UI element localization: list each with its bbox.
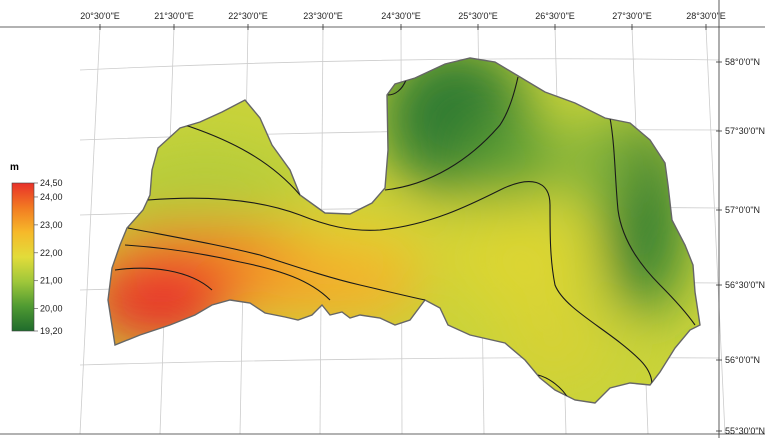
latitude-tick-label: 57°30'0"N xyxy=(725,126,765,136)
longitude-tick-label: 27°30'0"E xyxy=(612,11,652,21)
legend-title: m xyxy=(10,162,19,173)
contour-line xyxy=(114,267,213,291)
legend-label: 19,20 xyxy=(40,326,63,336)
contour-line xyxy=(387,79,407,96)
legend-labels: 24,50 24,00 23,00 22,00 21,00 20,00 19,20 xyxy=(34,178,63,336)
legend-label: 24,50 xyxy=(40,178,63,188)
contour-line xyxy=(147,181,653,386)
legend-label: 20,00 xyxy=(40,304,63,314)
legend-color-ramp xyxy=(11,182,35,332)
elevation-surface xyxy=(108,58,700,403)
longitude-tick-label: 22°30'0"E xyxy=(228,11,268,21)
longitude-tick-label: 20°30'0"E xyxy=(80,11,120,21)
contour-line xyxy=(537,374,569,399)
longitude-tick-label: 21°30'0"E xyxy=(154,11,194,21)
contour-line xyxy=(609,117,696,326)
latitude-ticks: 58°0'0"N 57°30'0"N 57°0'0"N 56°30'0"N 56°0'0… xyxy=(716,57,765,436)
latitude-tick-label: 57°0'0"N xyxy=(725,205,760,215)
contour-line xyxy=(184,124,301,196)
longitude-tick-label: 26°30'0"E xyxy=(535,11,575,21)
latitude-tick-label: 56°30'0"N xyxy=(725,280,765,290)
graticule-meridian xyxy=(705,26,726,435)
contour-line xyxy=(384,76,519,191)
latitude-tick-label: 58°0'0"N xyxy=(725,57,760,67)
longitude-ticks: 20°30'0"E 21°30'0"E 22°30'0"E 23°30'0"E 24°3… xyxy=(80,11,726,30)
country-border xyxy=(107,57,701,404)
legend-label: 24,00 xyxy=(40,192,63,202)
legend-label: 22,00 xyxy=(40,248,63,258)
legend-label: 23,00 xyxy=(40,220,63,230)
contour-line xyxy=(124,244,331,301)
latitude-tick-label: 56°0'0"N xyxy=(725,355,760,365)
contour-line xyxy=(127,227,426,301)
longitude-tick-label: 25°30'0"E xyxy=(458,11,498,21)
latitude-tick-label: 55°30'0"N xyxy=(725,426,765,436)
longitude-tick-label: 24°30'0"E xyxy=(381,11,421,21)
graticule-meridian xyxy=(79,26,101,435)
legend: m 24,50 24,00 23,00 22,00 21,00 20,00 19,20 xyxy=(10,162,63,336)
graticule-parallel xyxy=(79,58,720,71)
longitude-tick-label: 23°30'0"E xyxy=(303,11,343,21)
contour-lines xyxy=(114,76,696,399)
longitude-tick-label: 28°30'0"E xyxy=(686,11,726,21)
legend-label: 21,00 xyxy=(40,276,63,286)
